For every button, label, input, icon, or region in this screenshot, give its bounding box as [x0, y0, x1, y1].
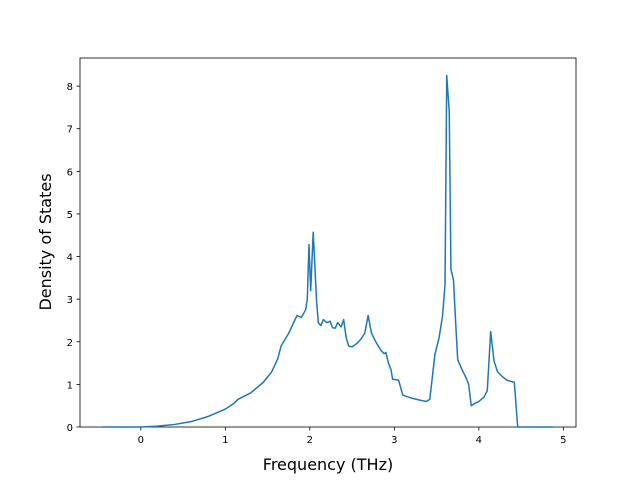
y-axis-label: Density of States [36, 173, 55, 310]
y-tick-label: 6 [67, 167, 73, 178]
x-tick-label: 0 [138, 435, 144, 446]
y-tick-label: 8 [67, 82, 73, 93]
y-tick-label: 7 [67, 125, 73, 136]
x-tick-label: 1 [222, 435, 228, 446]
x-axis-label: Frequency (THz) [263, 455, 393, 474]
x-tick-label: 2 [307, 435, 313, 446]
x-tick-label: 3 [391, 435, 397, 446]
x-tick-label: 5 [560, 435, 566, 446]
y-tick-label: 3 [67, 295, 73, 306]
y-tick-label: 4 [67, 253, 73, 264]
x-tick-label: 4 [476, 435, 482, 446]
y-tick-label: 1 [67, 380, 73, 391]
plot-frame [79, 57, 577, 428]
line [102, 74, 554, 428]
y-tick-label: 5 [67, 210, 73, 221]
y-tick-label: 0 [67, 423, 73, 434]
y-tick-label: 2 [67, 338, 73, 349]
